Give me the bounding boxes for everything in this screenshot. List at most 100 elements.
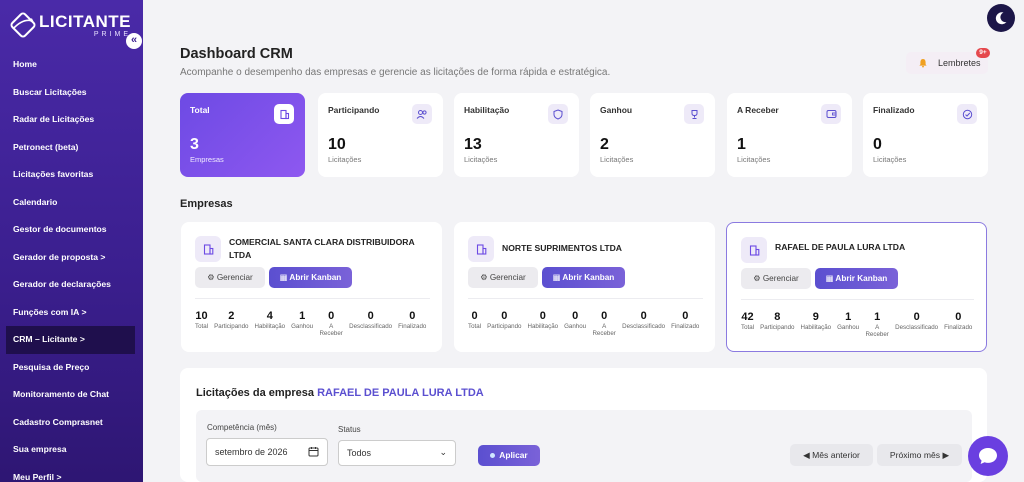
stat-value: 3 [190, 136, 199, 153]
sidebar-item-pesquisa-preco[interactable]: Pesquisa de Preço [13, 361, 90, 372]
company-card: COMERCIAL SANTA CLARA DISTRIBUIDORA LTDA… [181, 222, 442, 352]
stat-finalizado-value: 0 [682, 310, 689, 322]
open-kanban-button[interactable]: ▦ Abrir Kanban [815, 268, 898, 289]
stat-a-receber-value: 0 [601, 310, 608, 322]
apply-button[interactable]: Aplicar [478, 445, 540, 466]
sidebar-item-documentos[interactable]: Gestor de documentos [13, 224, 107, 234]
sidebar-item-proposta[interactable]: Gerador de proposta > [13, 251, 106, 262]
sidebar-item-buscar-licitacoes[interactable]: Buscar Licitações [13, 86, 87, 97]
stat-value: 13 [464, 136, 482, 153]
sidebar-item-radar[interactable]: Radar de Licitações [13, 114, 95, 124]
stat-finalizado-label: Finalizado [398, 323, 427, 330]
stat-label: Total [190, 105, 210, 115]
competencia-value: setembro de 2026 [215, 447, 288, 457]
chat-bubble-icon [979, 448, 997, 464]
stat-ganhou-value: 1 [845, 311, 852, 323]
manage-button[interactable]: ⚙ Gerenciar [468, 267, 538, 288]
company-licitacoes-panel: Licitações da empresa RAFAEL DE PAULA LU… [180, 368, 987, 482]
stat-a-receber-label: A Receber [319, 323, 343, 337]
competencia-label: Competência (mês) [207, 423, 277, 432]
stat-total-label: Total [195, 323, 209, 330]
manage-button[interactable]: ⚙ Gerenciar [741, 268, 811, 289]
stat-label: Ganhou [600, 105, 633, 115]
stat-habilitacao-value: 9 [812, 311, 819, 323]
sidebar-item-sua-empresa[interactable]: Sua empresa [13, 444, 67, 454]
stat-card-habilitacao[interactable]: Habilitação 13 Licitações [454, 93, 579, 177]
stat-habilitacao-label: Habilitação [527, 323, 559, 330]
stat-sub: Licitações [464, 155, 498, 164]
brand-sub: PRIME [93, 30, 132, 38]
stat-finalizado-value: 0 [955, 311, 962, 323]
stat-desclassificado-value: 0 [913, 311, 920, 323]
stat-total-label: Total [741, 324, 755, 331]
company-name: COMERCIAL SANTA CLARA DISTRIBUIDORA LTDA [229, 237, 415, 260]
sidebar-item-comprasnet[interactable]: Cadastro Comprasnet [13, 416, 103, 427]
company-name: RAFAEL DE PAULA LURA LTDA [775, 242, 906, 252]
sidebar-item-calendario[interactable]: Calendario [13, 196, 58, 207]
stat-habilitacao-value: 4 [266, 310, 273, 322]
stat-value: 1 [737, 136, 746, 153]
bell-icon [919, 59, 927, 68]
manage-button[interactable]: ⚙ Gerenciar [195, 267, 265, 288]
moon-icon [995, 12, 1007, 25]
divider [195, 298, 430, 299]
reminders-button[interactable]: Lembretes [906, 52, 988, 74]
stat-a-receber-label: A Receber [592, 323, 616, 337]
brand-logo[interactable]: LICITANTE PRIME [0, 0, 143, 40]
stat-total-value: 42 [741, 311, 754, 323]
sidebar-item-crm[interactable]: CRM – Licitante > [6, 326, 135, 354]
stat-sub: Licitações [737, 155, 771, 164]
competencia-month-input[interactable]: setembro de 2026 [206, 438, 328, 466]
sidebar-collapse-button[interactable]: « [126, 33, 142, 49]
stat-card-total[interactable]: Total 3 Empresas [180, 93, 305, 177]
stat-finalizado-label: Finalizado [671, 323, 700, 330]
sidebar-item-favoritas[interactable]: Licitações favoritas [13, 169, 94, 179]
check-circle-icon [957, 104, 977, 124]
stat-total-value: 10 [195, 310, 208, 322]
sidebar-item-monitoramento-chat[interactable]: Monitoramento de Chat [13, 389, 109, 399]
stat-habilitacao-value: 0 [539, 310, 546, 322]
stat-card-participando[interactable]: Participando 10 Licitações [318, 93, 443, 177]
sidebar-item-meu-perfil[interactable]: Meu Perfil > [13, 471, 62, 482]
stat-value: 10 [328, 136, 346, 153]
stat-desclassificado-label: Desclassificado [895, 324, 939, 331]
stat-sub: Licitações [873, 155, 907, 164]
reminders-badge: 9+ [976, 48, 990, 58]
next-month-button[interactable]: Próximo mês ▶ [877, 444, 962, 466]
sidebar-item-declaracoes[interactable]: Gerador de declarações [13, 279, 111, 289]
stat-label: Habilitação [464, 105, 510, 115]
filters-box: Competência (mês) setembro de 2026 Statu… [196, 410, 972, 482]
sidebar-nav: Home Buscar Licitações Radar de Licitaçõ… [0, 51, 143, 482]
panel-title: Licitações da empresa RAFAEL DE PAULA LU… [196, 387, 484, 399]
users-icon [412, 104, 432, 124]
stat-sub: Empresas [190, 155, 224, 164]
stat-label: A Receber [737, 105, 779, 115]
stat-label: Participando [328, 105, 380, 115]
stat-finalizado-value: 0 [409, 310, 416, 322]
status-select[interactable]: Todos ⌄ [338, 440, 456, 466]
calendar-icon [308, 447, 319, 457]
stat-habilitacao-label: Habilitação [254, 323, 286, 330]
stat-participando-label: Participando [214, 323, 249, 330]
sidebar-item-petronect[interactable]: Petronect (beta) [13, 141, 79, 152]
theme-toggle-button[interactable] [987, 4, 1015, 32]
chat-button[interactable] [968, 436, 1008, 476]
stat-total-label: Total [468, 323, 482, 330]
open-kanban-button[interactable]: ▦ Abrir Kanban [269, 267, 352, 288]
company-card-selected: RAFAEL DE PAULA LURA LTDA ⚙ Gerenciar ▦ … [726, 222, 987, 352]
stat-ganhou-label: Ganhou [837, 324, 860, 331]
status-value: Todos [347, 448, 372, 458]
stat-card-a-receber[interactable]: A Receber 1 Licitações [727, 93, 852, 177]
stat-card-ganhou[interactable]: Ganhou 2 Licitações [590, 93, 715, 177]
prev-month-button[interactable]: ◀ Mês anterior [790, 444, 873, 466]
divider [741, 299, 974, 300]
stat-card-finalizado[interactable]: Finalizado 0 Licitações [863, 93, 988, 177]
stat-a-receber-value: 1 [874, 311, 881, 323]
sidebar-item-home[interactable]: Home [13, 59, 37, 69]
open-kanban-button[interactable]: ▦ Abrir Kanban [542, 267, 625, 288]
sidebar: LICITANTE PRIME Home Buscar Licitações R… [0, 0, 143, 482]
panel-title-company: RAFAEL DE PAULA LURA LTDA [317, 387, 484, 399]
stat-habilitacao-label: Habilitação [800, 324, 832, 331]
sidebar-item-funcoes-ia[interactable]: Funções com IA > [13, 306, 87, 317]
trophy-icon [684, 104, 704, 124]
